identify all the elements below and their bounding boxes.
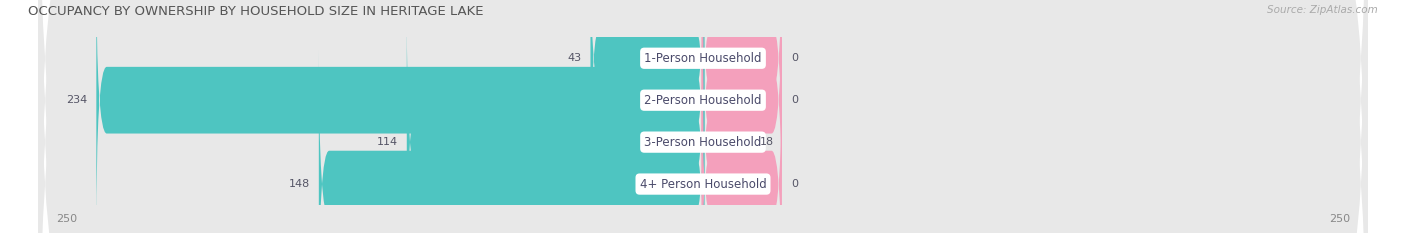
FancyBboxPatch shape <box>702 8 751 233</box>
FancyBboxPatch shape <box>97 0 704 233</box>
Text: 3-Person Household: 3-Person Household <box>644 136 762 149</box>
Text: 234: 234 <box>66 95 87 105</box>
Text: 114: 114 <box>377 137 398 147</box>
FancyBboxPatch shape <box>702 0 782 193</box>
Text: Source: ZipAtlas.com: Source: ZipAtlas.com <box>1267 5 1378 15</box>
Text: 4+ Person Household: 4+ Person Household <box>640 178 766 191</box>
FancyBboxPatch shape <box>38 0 1368 233</box>
FancyBboxPatch shape <box>591 0 704 193</box>
Text: 250: 250 <box>56 214 77 224</box>
FancyBboxPatch shape <box>38 0 1368 233</box>
FancyBboxPatch shape <box>319 50 704 233</box>
Text: 0: 0 <box>792 53 799 63</box>
FancyBboxPatch shape <box>406 8 704 233</box>
Text: 18: 18 <box>759 137 775 147</box>
FancyBboxPatch shape <box>38 0 1368 233</box>
Text: 0: 0 <box>792 95 799 105</box>
Text: 250: 250 <box>1329 214 1350 224</box>
Text: 148: 148 <box>288 179 309 189</box>
FancyBboxPatch shape <box>702 50 782 233</box>
Text: OCCUPANCY BY OWNERSHIP BY HOUSEHOLD SIZE IN HERITAGE LAKE: OCCUPANCY BY OWNERSHIP BY HOUSEHOLD SIZE… <box>28 5 484 18</box>
Text: 43: 43 <box>567 53 582 63</box>
Text: 2-Person Household: 2-Person Household <box>644 94 762 107</box>
Text: 0: 0 <box>792 179 799 189</box>
Text: 1-Person Household: 1-Person Household <box>644 52 762 65</box>
FancyBboxPatch shape <box>38 0 1368 233</box>
FancyBboxPatch shape <box>702 0 782 233</box>
